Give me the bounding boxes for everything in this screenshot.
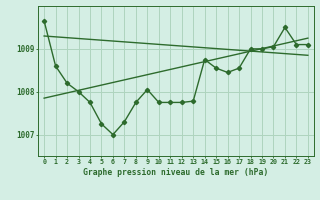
X-axis label: Graphe pression niveau de la mer (hPa): Graphe pression niveau de la mer (hPa) bbox=[84, 168, 268, 177]
